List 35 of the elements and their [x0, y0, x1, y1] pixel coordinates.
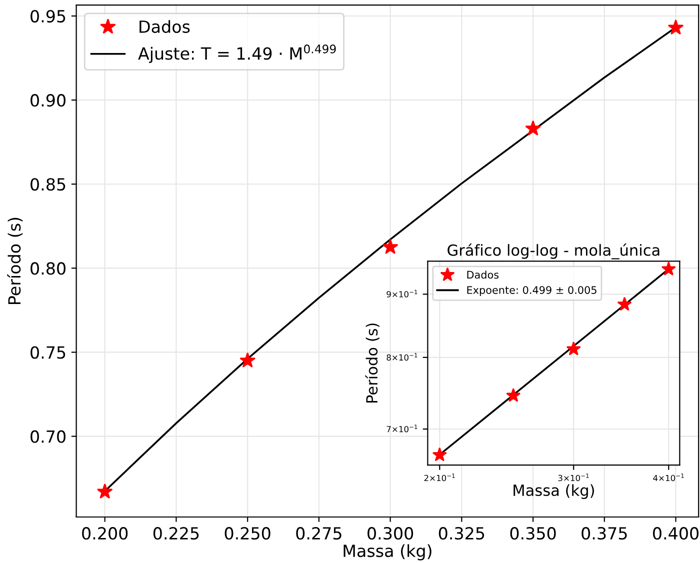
x-tick-label: 0.350: [510, 527, 556, 540]
point: [382, 238, 398, 254]
y-tick-label: 0.70: [30, 430, 66, 443]
x-axis-title: Massa (kg): [514, 484, 594, 499]
point: [96, 483, 113, 499]
x-tick-label: 0.250: [224, 527, 270, 540]
y-tick-label: 0.75: [30, 346, 66, 359]
point: [240, 352, 256, 368]
y-axis-title: Período (s): [7, 218, 23, 304]
legend-label: Ajuste: T = 1.49 · M$^{0.499}$: [138, 44, 336, 64]
legend-label: Expoente: 0.499 ± 0.005: [467, 286, 596, 296]
point: [668, 19, 684, 35]
legend-label: Dados: [467, 270, 499, 279]
y-tick-label: 0.85: [30, 178, 66, 191]
y-tick-label: 0.80: [30, 262, 66, 275]
x-tick-label: 0.300: [368, 527, 414, 540]
y-tick-label: 0.95: [30, 10, 66, 23]
y-tick-label: 8×10$^{−1}$: [386, 353, 418, 361]
point: [525, 120, 541, 136]
legend-label: Dados: [140, 20, 190, 33]
x-tick-label: 2×10$^{−1}$: [424, 474, 455, 482]
y-tick-label: 7×10$^{−1}$: [386, 424, 418, 432]
y-tick-label: 9×10$^{−1}$: [386, 290, 418, 298]
y-axis-title: Período (s): [365, 324, 380, 402]
x-tick-label: 0.375: [582, 527, 627, 540]
x-tick-label: 0.400: [653, 527, 699, 540]
chart-title: Gráfico log-log - mola_única: [448, 243, 660, 260]
x-tick-label: 0.225: [153, 527, 199, 540]
x-tick-label: 3×10$^{−1}$: [558, 474, 589, 482]
x-tick-label: 0.200: [82, 527, 128, 540]
x-tick-label: 0.275: [296, 527, 342, 540]
x-tick-label: 0.325: [438, 527, 484, 540]
x-axis-title: Massa (kg): [344, 544, 432, 560]
y-tick-label: 0.90: [30, 94, 66, 107]
x-tick-label: 4×10$^{−1}$: [653, 474, 684, 482]
